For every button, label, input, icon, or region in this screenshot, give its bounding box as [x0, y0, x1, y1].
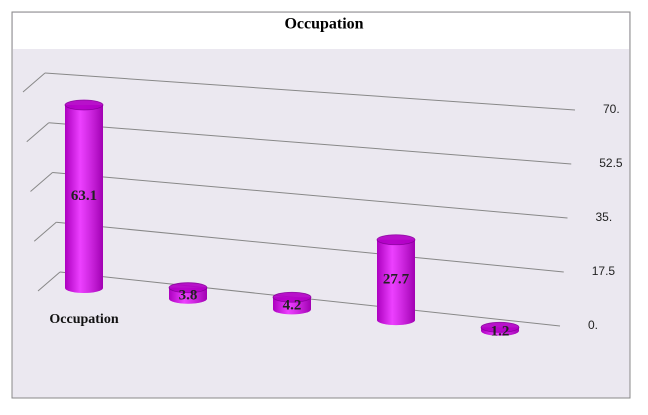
value-label: 4.2: [283, 298, 302, 314]
value-label: 27.7: [383, 271, 410, 287]
value-label: 63.1: [71, 188, 97, 204]
plot: 63.1 Occupation 3.8 4.2 27.7 1.2: [49, 99, 520, 339]
bar-cap-shade: [169, 282, 207, 293]
wall-line: [37, 271, 61, 292]
bar-cap: [168, 282, 208, 294]
bar-cap: [272, 291, 312, 303]
grid-line: [56, 221, 564, 273]
bar-cap-shade: [377, 234, 415, 245]
grid: 0. 17.5 35. 52.5 70.: [22, 72, 623, 332]
bar-cap: [64, 99, 104, 111]
chart-frame: [11, 11, 631, 399]
grid-line: [52, 172, 568, 219]
bar-cap: [376, 234, 416, 246]
value-label: 3.8: [179, 288, 198, 304]
bar-cap-shade: [481, 322, 519, 333]
bar-cap-shade: [65, 100, 103, 110]
bar-cap: [480, 321, 520, 333]
wall-line: [33, 221, 57, 242]
y-tick-label: 52.5: [599, 156, 623, 170]
bar-cap-shade: [273, 292, 311, 303]
value-label: 1.2: [491, 323, 510, 339]
wall-line: [26, 122, 50, 143]
chart-title: Occupation: [284, 16, 363, 33]
y-tick-label: 35.: [596, 210, 613, 224]
grid-line: [44, 72, 576, 111]
x-tick-label: Occupation: [49, 312, 118, 327]
wall-line: [30, 172, 53, 192]
y-tick-label: 17.5: [592, 264, 616, 278]
wall-line: [22, 72, 46, 93]
y-tick-label: 70.: [603, 102, 620, 116]
y-tick-label: 0.: [588, 318, 598, 332]
grid-line: [48, 122, 572, 165]
bar-shade: [65, 105, 103, 293]
bar-shade: [377, 239, 415, 326]
title-band: [13, 13, 629, 49]
